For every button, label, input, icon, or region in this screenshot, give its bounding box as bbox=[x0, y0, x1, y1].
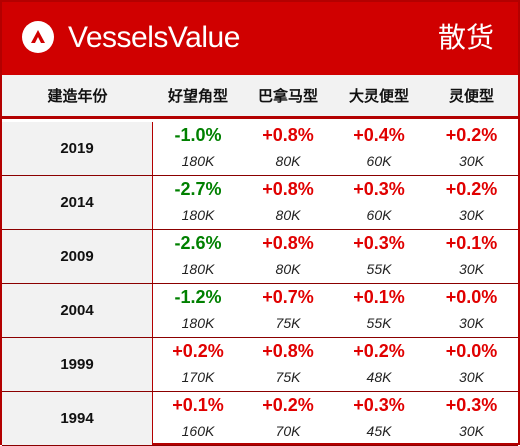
value-change: +0.2% bbox=[353, 341, 405, 361]
value-change: +0.0% bbox=[445, 341, 498, 361]
build-year-cell: 2014 bbox=[2, 176, 153, 229]
panamax-value-cell: +0.8% 80K bbox=[243, 176, 333, 229]
vessel-size: 30K bbox=[459, 153, 484, 169]
build-year-cell: 1994 bbox=[2, 392, 153, 445]
column-header-handysize: 灵便型 bbox=[448, 88, 494, 105]
value-change: +0.8% bbox=[262, 125, 314, 145]
vessel-size: 180K bbox=[181, 207, 215, 223]
panamax-value-cell: +0.2% 70K bbox=[243, 392, 333, 445]
panamax-value-cell: +0.8% 80K bbox=[243, 122, 333, 175]
value-change: +0.3% bbox=[353, 395, 405, 415]
value-change: -2.7% bbox=[174, 179, 222, 199]
value-change: +0.2% bbox=[445, 125, 498, 145]
vessel-size: 55K bbox=[366, 315, 392, 331]
vessel-size: 160K bbox=[181, 423, 215, 439]
vessel-size: 70K bbox=[275, 423, 301, 439]
table-row: 1994 +0.1% 160K +0.2% 70K +0.3% 45K +0.3% 30K bbox=[2, 392, 518, 446]
value-change: +0.8% bbox=[262, 341, 314, 361]
header-bar: VesselsValue 散货 bbox=[2, 2, 518, 75]
value-change: -1.0% bbox=[174, 125, 222, 145]
panamax-value-cell: +0.8% 80K bbox=[243, 230, 333, 283]
capesize-value-cell: -1.2% 180K bbox=[153, 284, 243, 337]
supramax-value-cell: +0.3% 45K bbox=[333, 392, 425, 445]
handysize-value-cell: +0.2% 30K bbox=[425, 176, 518, 229]
supramax-value-cell: +0.4% 60K bbox=[333, 122, 425, 175]
column-header-row: 建造年份 好望角型 巴拿马型 大灵便型 灵便型 bbox=[2, 75, 518, 119]
build-year-cell: 2009 bbox=[2, 230, 153, 283]
vessel-size: 60K bbox=[366, 207, 392, 223]
vessel-size: 80K bbox=[275, 207, 301, 223]
vessel-size: 75K bbox=[275, 369, 301, 385]
value-change: -1.2% bbox=[174, 287, 222, 307]
value-change: +0.7% bbox=[262, 287, 314, 307]
vessel-size: 55K bbox=[366, 261, 392, 277]
vessel-size: 80K bbox=[275, 261, 301, 277]
vessel-size: 180K bbox=[181, 261, 215, 277]
vessel-size: 80K bbox=[275, 153, 301, 169]
vessel-size: 170K bbox=[181, 369, 215, 385]
table-row: 1999 +0.2% 170K +0.8% 75K +0.2% 48K +0.0% 30K bbox=[2, 338, 518, 392]
table-row: 2014 -2.7% 180K +0.8% 80K +0.3% 60K +0.2% 30K bbox=[2, 176, 518, 230]
vessel-size: 75K bbox=[275, 315, 301, 331]
panamax-value-cell: +0.7% 75K bbox=[243, 284, 333, 337]
handysize-value-cell: +0.2% 30K bbox=[425, 122, 518, 175]
value-change: +0.3% bbox=[353, 179, 405, 199]
vessel-size: 30K bbox=[459, 369, 484, 385]
handysize-value-cell: +0.0% 30K bbox=[425, 284, 518, 337]
vessel-size: 30K bbox=[459, 315, 484, 331]
build-year-cell: 1999 bbox=[2, 338, 153, 391]
column-header-capesize: 好望角型 bbox=[167, 88, 228, 105]
value-change: +0.8% bbox=[262, 233, 314, 253]
build-year-cell: 2004 bbox=[2, 284, 153, 337]
panamax-value-cell: +0.8% 75K bbox=[243, 338, 333, 391]
value-change: +0.2% bbox=[262, 395, 314, 415]
vesselsvalue-logo-icon bbox=[22, 21, 54, 53]
column-header-supramax: 大灵便型 bbox=[348, 88, 409, 105]
table-row: 2019 -1.0% 180K +0.8% 80K +0.4% 60K +0.2% 30K bbox=[2, 122, 518, 176]
build-year-cell: 2019 bbox=[2, 122, 153, 175]
vessel-size: 30K bbox=[459, 261, 484, 277]
value-change: +0.8% bbox=[262, 179, 314, 199]
value-change: +0.0% bbox=[445, 287, 498, 307]
supramax-value-cell: +0.1% 55K bbox=[333, 284, 425, 337]
brand-name: VesselsValue bbox=[68, 21, 240, 54]
capesize-value-cell: +0.2% 170K bbox=[153, 338, 243, 391]
value-change: +0.2% bbox=[172, 341, 224, 361]
capesize-value-cell: +0.1% 160K bbox=[153, 392, 243, 445]
handysize-value-cell: +0.1% 30K bbox=[425, 230, 518, 283]
value-change: +0.1% bbox=[172, 395, 224, 415]
value-change: -2.6% bbox=[174, 233, 222, 253]
handysize-value-cell: +0.3% 30K bbox=[425, 392, 518, 445]
capesize-value-cell: -2.7% 180K bbox=[153, 176, 243, 229]
column-header-build-year: 建造年份 bbox=[47, 88, 108, 105]
supramax-value-cell: +0.3% 55K bbox=[333, 230, 425, 283]
value-change: +0.3% bbox=[445, 395, 498, 415]
value-change: +0.4% bbox=[353, 125, 405, 145]
table-row: 2009 -2.6% 180K +0.8% 80K +0.3% 55K +0.1% 30K bbox=[2, 230, 518, 284]
supramax-value-cell: +0.2% 48K bbox=[333, 338, 425, 391]
column-header-panamax: 巴拿马型 bbox=[257, 88, 318, 105]
value-change: +0.3% bbox=[353, 233, 405, 253]
table-row: 2004 -1.2% 180K +0.7% 75K +0.1% 55K +0.0% 30K bbox=[2, 284, 518, 338]
supramax-value-cell: +0.3% 60K bbox=[333, 176, 425, 229]
value-change: +0.1% bbox=[445, 233, 498, 253]
category-label: 散货 bbox=[437, 22, 494, 53]
handysize-value-cell: +0.0% 30K bbox=[425, 338, 518, 391]
capesize-value-cell: -1.0% 180K bbox=[153, 122, 243, 175]
vessel-size: 45K bbox=[366, 423, 392, 439]
vessel-size: 180K bbox=[181, 315, 215, 331]
capesize-value-cell: -2.6% 180K bbox=[153, 230, 243, 283]
value-change: +0.1% bbox=[353, 287, 405, 307]
vessel-size: 180K bbox=[181, 153, 215, 169]
vessel-size: 60K bbox=[366, 153, 392, 169]
vessel-size: 30K bbox=[459, 207, 484, 223]
vessel-size: 30K bbox=[459, 423, 484, 439]
vessel-size: 48K bbox=[366, 369, 392, 385]
value-change: +0.2% bbox=[445, 179, 498, 199]
